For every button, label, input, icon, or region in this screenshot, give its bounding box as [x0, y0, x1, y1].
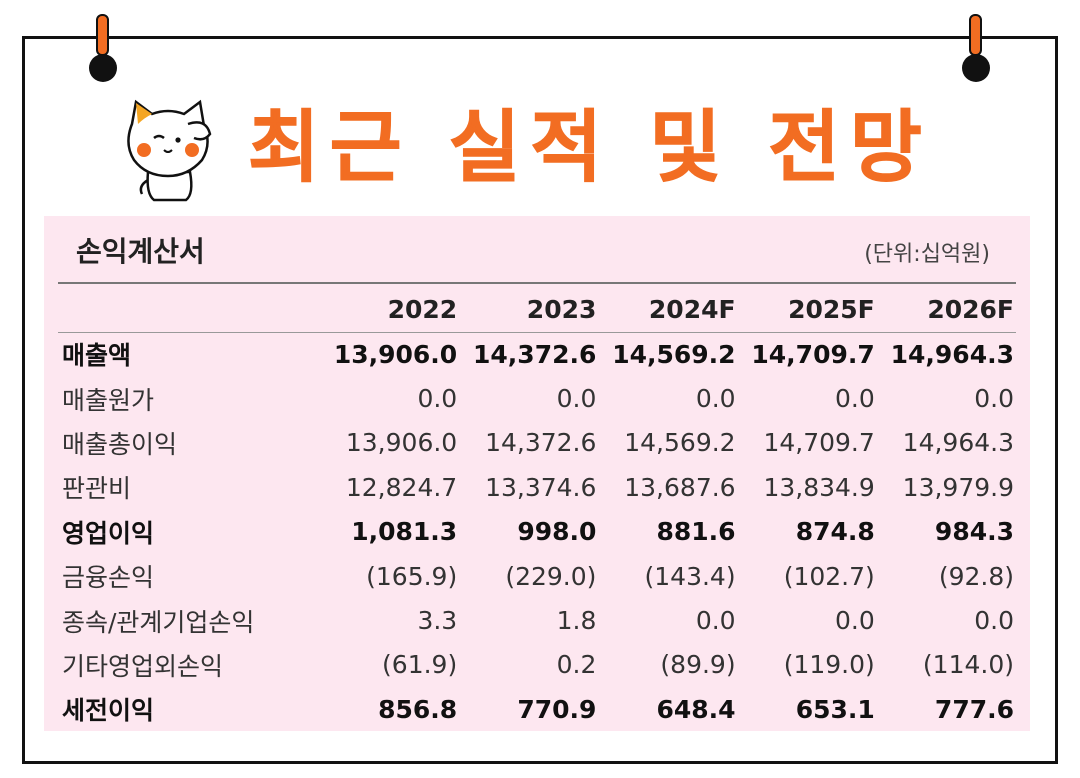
table-cell: 874.8: [795, 517, 875, 547]
column-header: 2026F: [927, 294, 1014, 324]
table-cell: 0.0: [417, 384, 458, 414]
table-cell: 13,834.9: [763, 472, 875, 502]
header-divider: [58, 282, 1016, 284]
column-header: 2025F: [788, 294, 875, 324]
row-label: 종속/관계기업손익: [62, 607, 255, 637]
table-cell: 881.6: [656, 517, 736, 547]
table-cell: 13,687.6: [624, 472, 736, 502]
table-cell: 13,906.0: [345, 428, 458, 458]
table-cell: 12,824.7: [345, 472, 458, 502]
row-label: 세전이익: [62, 696, 155, 726]
table-cell: 0.0: [695, 606, 736, 636]
table-row: 영업이익 1,081.3 998.0 881.6 874.8 984.3: [58, 510, 1016, 554]
table-row: 세전이익 856.8 770.9 648.4 653.1 777.6: [58, 687, 1016, 731]
table-cell: (61.9): [382, 650, 458, 680]
table-cell: (114.0): [922, 650, 1014, 680]
table-cell: 14,709.7: [763, 428, 875, 458]
row-label: 기타영업외손익: [62, 651, 224, 681]
column-header: 2024F: [648, 294, 736, 324]
row-label-header: [58, 286, 320, 332]
table-cell: 856.8: [378, 694, 458, 724]
row-label: 매출총이익: [62, 429, 178, 459]
table-cell: (92.8): [938, 561, 1014, 591]
table-cell: 14,964.3: [902, 428, 1014, 458]
row-label: 매출액: [62, 341, 132, 371]
table-cell: 0.0: [835, 606, 875, 636]
table-cell: 14,964.3: [890, 339, 1014, 369]
table-cell: 13,906.0: [333, 339, 458, 369]
table-cell: 0.0: [974, 384, 1014, 414]
table-cell: 770.9: [517, 694, 597, 724]
table-cell: 1.8: [556, 606, 597, 636]
table-row: 매출원가 0.0 0.0 0.0 0.0 0.0: [58, 376, 1016, 420]
table-cell: 648.4: [656, 694, 736, 724]
table-cell: (143.4): [644, 561, 736, 591]
table-cell: 14,372.6: [473, 339, 597, 369]
row-label: 판관비: [62, 474, 132, 504]
row-label: 매출원가: [62, 385, 155, 415]
column-header: 2022: [387, 294, 458, 324]
table-cell: 1,081.3: [351, 517, 458, 547]
income-statement-table: 2022 2023 2024F 2025F 2026F 매출액 13,906.0 1…: [58, 286, 1016, 732]
row-label: 영업이익: [62, 518, 155, 548]
pushpin-clip-icon: [84, 14, 124, 84]
table-cell: 0.0: [974, 606, 1014, 636]
income-statement-panel: 손익계산서 (단위:십억원) 2022 2023 2024F 2025F 202…: [44, 216, 1030, 731]
table-cell: 3.3: [417, 606, 458, 636]
table-cell: 0.2: [556, 650, 597, 680]
statement-title: 손익계산서: [76, 235, 205, 268]
table-row: 기타영업외손익 (61.9) 0.2 (89.9) (119.0) (114.0): [58, 643, 1016, 687]
table-cell: 0.0: [695, 384, 736, 414]
column-header-divider: [58, 332, 1016, 333]
table-row: 금융손익 (165.9) (229.0) (143.4) (102.7) (92.8): [58, 554, 1016, 598]
table-cell: 998.0: [517, 517, 597, 547]
table-cell: 0.0: [556, 384, 597, 414]
table-cell: (102.7): [783, 561, 875, 591]
table-cell: 984.3: [934, 517, 1014, 547]
table-cell: (119.0): [783, 650, 875, 680]
cat-mascot-icon: [127, 99, 212, 202]
column-header: 2023: [526, 294, 597, 324]
table-cell: (89.9): [660, 650, 736, 680]
page-title: 최근 실적 및 전망: [248, 103, 932, 194]
table-cell: 0.0: [835, 384, 875, 414]
table-cell: 14,709.7: [751, 339, 875, 369]
table-cell: 653.1: [795, 694, 875, 724]
table-cell: (165.9): [366, 561, 458, 591]
table-cell: 14,569.2: [612, 339, 736, 369]
table-cell: 13,979.9: [902, 472, 1014, 502]
table-header-row: 2022 2023 2024F 2025F 2026F: [58, 286, 1016, 332]
table-cell: 14,569.2: [624, 428, 736, 458]
table-row: 매출총이익 13,906.0 14,372.6 14,569.2 14,709.7 14,…: [58, 421, 1016, 465]
table-row: 매출액 13,906.0 14,372.6 14,569.2 14,709.7 14,96…: [58, 332, 1016, 376]
pushpin-clip-icon: [957, 14, 997, 84]
table-cell: 777.6: [934, 694, 1014, 724]
table-cell: 13,374.6: [485, 472, 597, 502]
unit-label: (단위:십억원): [864, 242, 990, 267]
table-cell: 14,372.6: [485, 428, 597, 458]
table-row: 판관비 12,824.7 13,374.6 13,687.6 13,834.9 13,97…: [58, 465, 1016, 509]
table-row: 종속/관계기업손익 3.3 1.8 0.0 0.0 0.0: [58, 598, 1016, 642]
table-cell: (229.0): [505, 561, 597, 591]
row-label: 금융손익: [62, 563, 155, 593]
